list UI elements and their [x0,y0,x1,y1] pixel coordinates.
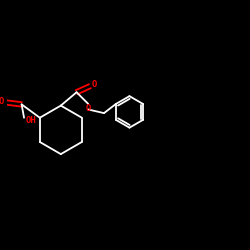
Text: O: O [86,104,91,113]
Text: O: O [92,80,97,90]
Text: O: O [0,97,4,106]
Text: OH: OH [26,116,37,125]
